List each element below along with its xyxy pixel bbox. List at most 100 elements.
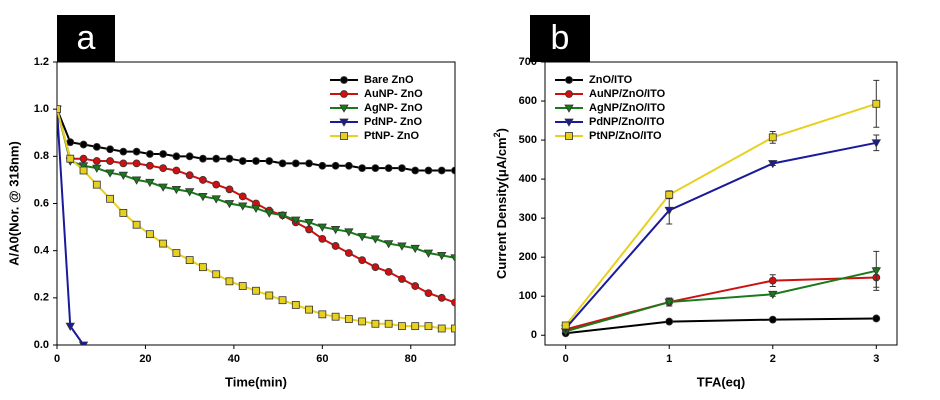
legend-label: PdNP- ZnO	[364, 116, 422, 128]
marker	[398, 164, 406, 173]
series-line	[564, 141, 877, 329]
marker	[79, 166, 88, 175]
marker	[238, 202, 248, 211]
y-axis-label-part: )	[494, 128, 509, 132]
marker	[199, 263, 207, 272]
y-tick-label: 700	[519, 56, 537, 68]
marker	[358, 317, 367, 326]
legend-label: AuNP- ZnO	[364, 88, 423, 100]
marker	[451, 324, 455, 333]
marker	[424, 289, 433, 298]
y-tick-label: 300	[519, 212, 537, 224]
marker	[358, 164, 367, 173]
marker	[185, 171, 194, 180]
y-tick-label: 400	[519, 173, 537, 185]
marker	[411, 166, 420, 175]
marker	[664, 206, 674, 216]
panel-label: b	[551, 19, 570, 57]
marker	[132, 159, 141, 168]
marker	[768, 160, 778, 169]
marker	[424, 322, 433, 331]
marker	[370, 235, 381, 244]
marker	[238, 192, 247, 201]
marker	[317, 223, 328, 232]
x-tick-label: 40	[228, 353, 240, 365]
marker	[411, 282, 420, 290]
marker	[92, 142, 101, 151]
marker	[265, 157, 274, 165]
series-line	[565, 269, 877, 333]
marker	[212, 270, 221, 279]
legend-label: PdNP/ZnO/ITO	[589, 116, 665, 128]
marker	[330, 226, 341, 235]
marker	[437, 251, 447, 261]
marker	[371, 164, 380, 173]
marker	[224, 200, 235, 209]
marker	[291, 159, 300, 168]
x-tick-label: 80	[405, 353, 417, 365]
marker	[872, 99, 881, 108]
marker	[225, 277, 234, 286]
marker	[92, 180, 101, 189]
legend-label: PtNP/ZnO/ITO	[589, 130, 662, 142]
marker	[172, 249, 181, 257]
marker	[57, 105, 61, 114]
legend-marker	[565, 90, 573, 98]
marker	[423, 249, 434, 258]
x-tick-label: 0	[54, 353, 60, 365]
marker	[78, 341, 89, 345]
legend-marker	[340, 76, 348, 84]
marker	[451, 298, 455, 307]
marker	[344, 161, 353, 170]
marker	[665, 190, 674, 199]
marker	[159, 164, 168, 173]
marker	[145, 230, 154, 239]
panel-label-box	[57, 15, 115, 62]
marker	[768, 315, 777, 324]
marker	[118, 171, 129, 181]
marker	[92, 157, 101, 165]
marker	[872, 314, 881, 323]
marker	[185, 152, 194, 161]
marker	[398, 275, 406, 283]
marker	[383, 240, 394, 249]
marker	[212, 154, 221, 163]
marker	[331, 312, 340, 321]
marker	[331, 242, 340, 250]
legend-label: PtNP- ZnO	[364, 130, 419, 142]
marker	[119, 209, 128, 217]
marker	[106, 145, 114, 154]
marker	[132, 220, 141, 229]
marker	[106, 157, 114, 165]
legend-marker	[339, 118, 349, 127]
marker	[199, 154, 207, 163]
marker	[768, 133, 777, 142]
marker	[561, 321, 570, 330]
legend-label: Bare ZnO	[364, 74, 414, 86]
marker	[410, 244, 420, 254]
y-tick-label: 1.2	[34, 56, 49, 68]
marker	[371, 319, 380, 328]
marker	[225, 185, 234, 194]
marker	[145, 178, 155, 188]
marker	[665, 317, 674, 326]
marker	[78, 162, 89, 171]
marker	[66, 138, 75, 147]
marker	[119, 159, 128, 168]
legend-marker	[565, 132, 573, 140]
legend-label: ZnO/ITO	[589, 74, 633, 86]
x-tick-label: 3	[873, 353, 879, 365]
y-tick-label: 0	[531, 329, 537, 341]
x-tick-label: 2	[770, 353, 776, 365]
legend-marker	[565, 76, 573, 84]
marker	[278, 296, 287, 305]
legend-marker	[564, 104, 574, 113]
marker	[65, 322, 75, 331]
marker	[265, 291, 274, 300]
marker	[172, 166, 181, 175]
y-axis-label-part: 2	[492, 132, 502, 137]
marker	[132, 147, 141, 156]
marker	[411, 322, 420, 331]
legend-label: AgNP- ZnO	[364, 102, 423, 114]
